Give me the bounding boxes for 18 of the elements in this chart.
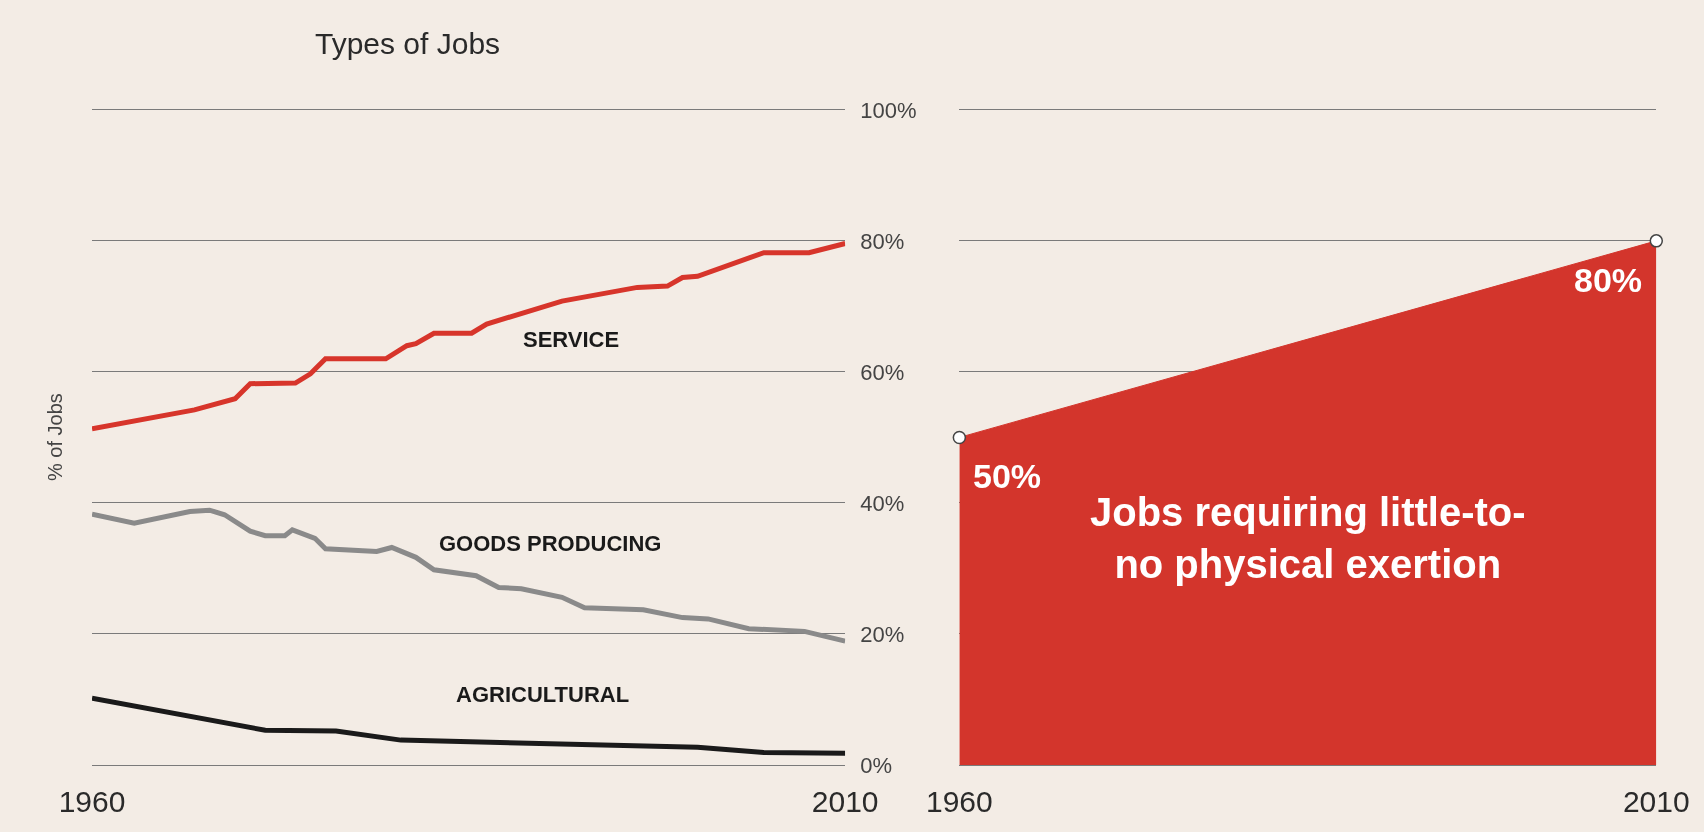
y-tick-label: 40% xyxy=(860,490,905,516)
series-label: GOODS PRODUCING xyxy=(439,531,662,556)
x-tick-label: 2010 xyxy=(1622,785,1690,819)
y-tick-label: 100% xyxy=(860,97,917,123)
x-tick-label: 1960 xyxy=(58,785,126,819)
annotation: Jobs requiring little-to-no physical exertion xyxy=(1090,490,1526,586)
y-tick-label: 20% xyxy=(860,621,905,647)
y-tick-label: 60% xyxy=(860,359,905,385)
x-tick-label: 2010 xyxy=(811,785,879,819)
data-label: 80% xyxy=(1574,261,1643,299)
y-tick-label: 0% xyxy=(860,752,892,778)
series-label: AGRICULTURAL xyxy=(456,682,630,707)
series-label: SERVICE xyxy=(523,327,620,352)
x-tick-label: 1960 xyxy=(925,785,993,819)
y-tick-label: 80% xyxy=(860,228,905,254)
y-axis-title: % of Jobs xyxy=(44,393,67,482)
chart-title: Types of Jobs xyxy=(315,27,501,60)
data-label: 50% xyxy=(973,457,1042,495)
